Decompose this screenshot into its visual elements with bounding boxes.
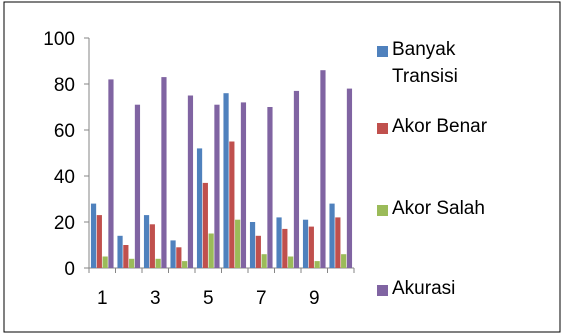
legend-label: Banyak <box>392 39 456 60</box>
legend-swatch <box>377 285 388 296</box>
bar-akurasi-1 <box>108 79 114 269</box>
bar-akurasi-3 <box>161 77 167 268</box>
bar-akor-salah-2 <box>129 258 135 268</box>
bar-banyak-transisi-7 <box>249 222 256 268</box>
legend-label: Akurasi <box>392 278 455 299</box>
bar-akor-benar-8 <box>282 228 288 268</box>
x-tick-label: 9 <box>309 288 320 309</box>
y-tick-label: 80 <box>54 75 75 96</box>
y-tick-label: 0 <box>64 259 75 280</box>
y-tick-label: 20 <box>54 213 75 234</box>
y-tick-label: 100 <box>43 29 75 50</box>
bar-akor-salah-4 <box>182 261 188 268</box>
bar-akurasi-9 <box>320 70 326 268</box>
bar-banyak-transisi-9 <box>302 219 309 268</box>
bar-akor-benar-6 <box>229 141 235 268</box>
plot-area: 0 20 40 60 80 100 1 3 5 7 9 <box>43 29 355 309</box>
legend-label: Transisi <box>392 66 458 87</box>
bar-akor-salah-8 <box>288 256 294 268</box>
bar-akor-benar-1 <box>96 215 102 268</box>
bar-banyak-transisi-4 <box>170 240 176 268</box>
y-tick-label: 60 <box>54 121 75 142</box>
bar-akor-salah-1 <box>102 256 108 268</box>
legend-swatch <box>377 46 388 57</box>
bar-akurasi-7 <box>267 107 273 268</box>
legend-label: Akor Benar <box>392 116 488 137</box>
bar-akurasi-10 <box>346 88 353 268</box>
bar-banyak-transisi-10 <box>329 203 335 268</box>
x-tick-label: 3 <box>150 288 161 309</box>
bar-akurasi-6 <box>240 102 247 269</box>
bar-akurasi-8 <box>293 90 300 269</box>
bar-akurasi-4 <box>187 95 194 268</box>
bar-banyak-transisi-1 <box>90 203 97 268</box>
x-tick-label: 1 <box>97 288 108 309</box>
chart-border <box>3 1 561 333</box>
bar-banyak-transisi-2 <box>117 235 123 268</box>
legend-item-banyak-transisi: Banyak Transisi <box>377 39 458 87</box>
bar-akor-salah-6 <box>235 219 241 268</box>
bar-banyak-transisi-6 <box>223 93 229 268</box>
x-tick-label: 7 <box>256 288 267 309</box>
bar-akor-salah-3 <box>155 258 161 268</box>
legend-item-akor-benar: Akor Benar <box>377 116 488 137</box>
bar-akor-benar-10 <box>335 217 341 268</box>
legend: Banyak Transisi Akor Benar Akor Salah Akuras… <box>377 39 488 299</box>
bar-banyak-transisi-3 <box>143 215 150 268</box>
bar-akor-salah-5 <box>208 233 214 268</box>
bar-banyak-transisi-5 <box>196 148 203 268</box>
bar-akor-benar-4 <box>176 247 182 268</box>
x-tick-label: 5 <box>203 288 214 309</box>
bar-akor-benar-7 <box>255 235 261 268</box>
legend-item-akurasi: Akurasi <box>377 278 455 299</box>
bar-akurasi-5 <box>214 104 220 268</box>
bar-akurasi-2 <box>134 104 141 268</box>
bar-akor-benar-5 <box>202 182 208 268</box>
bar-akor-salah-7 <box>261 254 267 268</box>
legend-label: Akor Salah <box>392 198 485 219</box>
bar-akor-benar-3 <box>149 224 155 268</box>
bar-akor-benar-9 <box>308 226 314 268</box>
legend-swatch <box>377 205 388 216</box>
bar-akor-salah-9 <box>314 261 320 268</box>
legend-swatch <box>377 123 388 134</box>
bar-banyak-transisi-8 <box>276 217 282 268</box>
bar-akor-salah-10 <box>341 254 347 268</box>
y-tick-label: 40 <box>54 167 75 188</box>
legend-item-akor-salah: Akor Salah <box>377 198 485 219</box>
bar-akor-benar-2 <box>123 245 129 268</box>
